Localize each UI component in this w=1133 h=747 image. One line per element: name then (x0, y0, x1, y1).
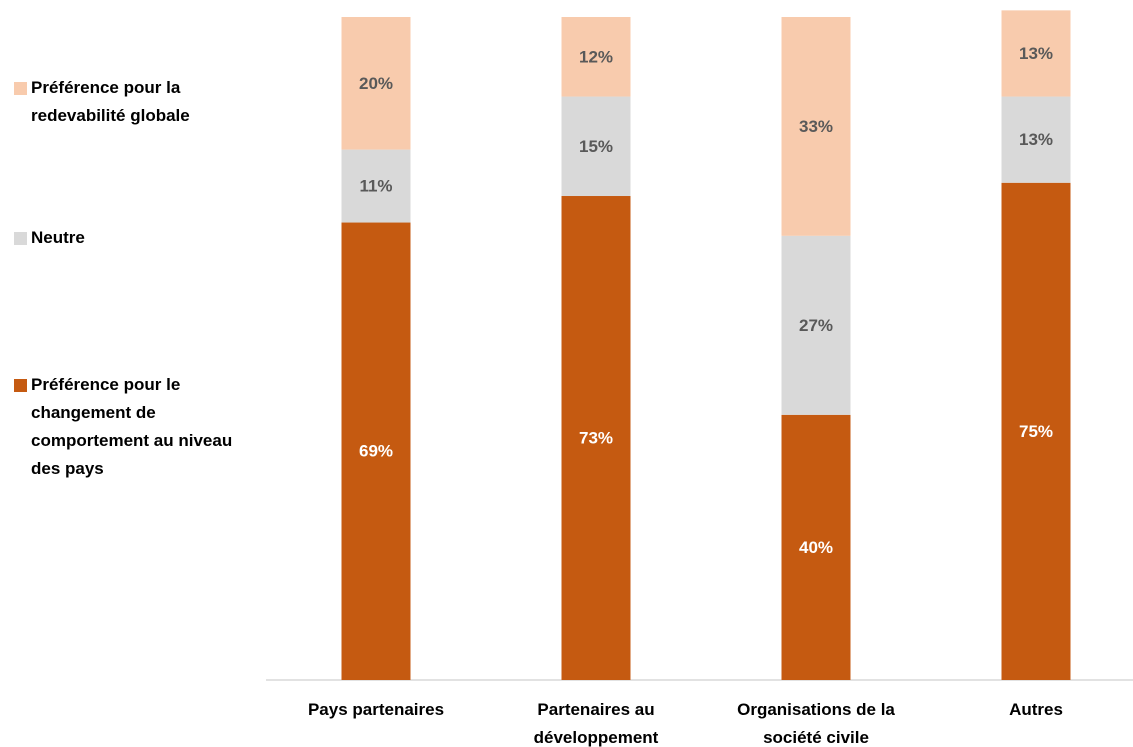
x-tick-label: Partenaires au développement (533, 700, 659, 747)
bar-segment (781, 414, 851, 680)
legend-swatch (14, 82, 27, 95)
legend-label: Préférence pour la redevabilité globale (31, 78, 190, 125)
x-tick-label: Organisations de la société civile (737, 700, 895, 747)
legend-item: Préférence pour la redevabilité globale (14, 74, 246, 130)
bar-segment (341, 17, 411, 150)
legend-swatch (14, 379, 27, 392)
legend-label: Neutre (31, 228, 85, 247)
value-label: 33% (799, 117, 833, 136)
bar-segment (1001, 96, 1071, 183)
value-label: 40% (799, 538, 833, 557)
bar-segment (781, 235, 851, 415)
legend-label: Préférence pour le changement de comport… (31, 375, 233, 478)
bar-segment (341, 149, 411, 223)
bar-segment (1001, 182, 1071, 680)
legend-swatch (14, 232, 27, 245)
bar-segment (341, 222, 411, 680)
value-label: 27% (799, 316, 833, 335)
value-label: 13% (1019, 130, 1053, 149)
x-tick-label: Autres (1009, 700, 1063, 719)
value-label: 20% (359, 74, 393, 93)
value-label: 15% (579, 137, 613, 156)
value-label: 12% (579, 47, 613, 66)
bar-segment (1001, 10, 1071, 97)
legend-item: Neutre (14, 224, 246, 252)
bar-segment (561, 96, 631, 197)
value-label: 11% (359, 177, 392, 196)
value-label: 73% (579, 428, 613, 447)
bar-segment (781, 17, 851, 236)
value-label: 69% (359, 442, 393, 461)
value-label: 75% (1019, 422, 1053, 441)
bar-segment (561, 17, 631, 97)
x-tick-label: Pays partenaires (307, 700, 445, 719)
value-label: 13% (1019, 44, 1053, 63)
legend-item: Préférence pour le changement de comport… (14, 371, 246, 483)
bar-segment (561, 196, 631, 680)
